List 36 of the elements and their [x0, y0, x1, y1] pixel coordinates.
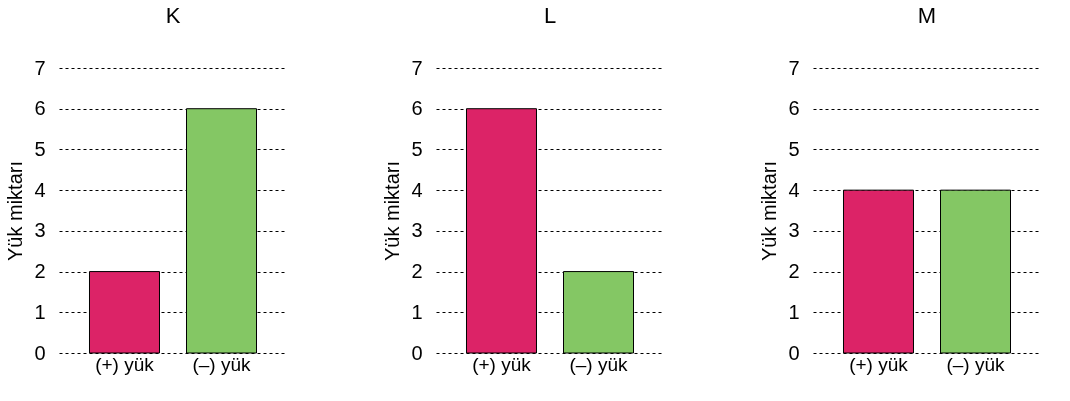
y-tick-label: 1 — [788, 300, 800, 323]
chart-title: M — [917, 3, 937, 28]
chart-title: K — [165, 3, 181, 28]
y-tick-label: 6 — [411, 97, 423, 120]
y-tick-label: 2 — [34, 260, 46, 283]
y-tick-label: 6 — [788, 97, 800, 120]
y-tick-label: 0 — [411, 341, 423, 364]
y-tick-label: 0 — [34, 341, 46, 364]
y-tick-label: 2 — [411, 260, 423, 283]
y-tick-label: 7 — [411, 56, 423, 79]
y-axis-title: Yük miktarı — [4, 160, 27, 262]
x-tick-label: (+) yük — [472, 353, 532, 375]
y-tick-label: 7 — [34, 56, 46, 79]
y-tick-label: 0 — [788, 341, 800, 364]
chart-title: L — [543, 3, 557, 28]
y-tick-label: 1 — [34, 300, 46, 323]
x-tick-label: (–) yük — [946, 353, 1006, 375]
y-tick-label: 4 — [34, 178, 46, 201]
x-tick-label: (–) yük — [569, 353, 629, 375]
y-tick-label: 3 — [411, 219, 423, 242]
y-axis-title: Yük miktarı — [758, 160, 781, 262]
y-tick-label: 6 — [34, 97, 46, 120]
y-tick-label: 3 — [34, 219, 46, 242]
y-tick-label: 5 — [411, 137, 423, 160]
y-tick-label: 2 — [788, 260, 800, 283]
y-axis-title: Yük miktarı — [381, 160, 404, 262]
x-tick-label: (–) yük — [192, 353, 252, 375]
y-tick-label: 5 — [788, 137, 800, 160]
y-tick-label: 3 — [788, 219, 800, 242]
x-tick-label: (+) yük — [849, 353, 909, 375]
y-tick-label: 1 — [411, 300, 423, 323]
x-tick-label: (+) yük — [95, 353, 155, 375]
y-tick-label: 4 — [411, 178, 423, 201]
y-tick-label: 4 — [788, 178, 800, 201]
y-tick-label: 7 — [788, 56, 800, 79]
y-tick-label: 5 — [34, 137, 46, 160]
